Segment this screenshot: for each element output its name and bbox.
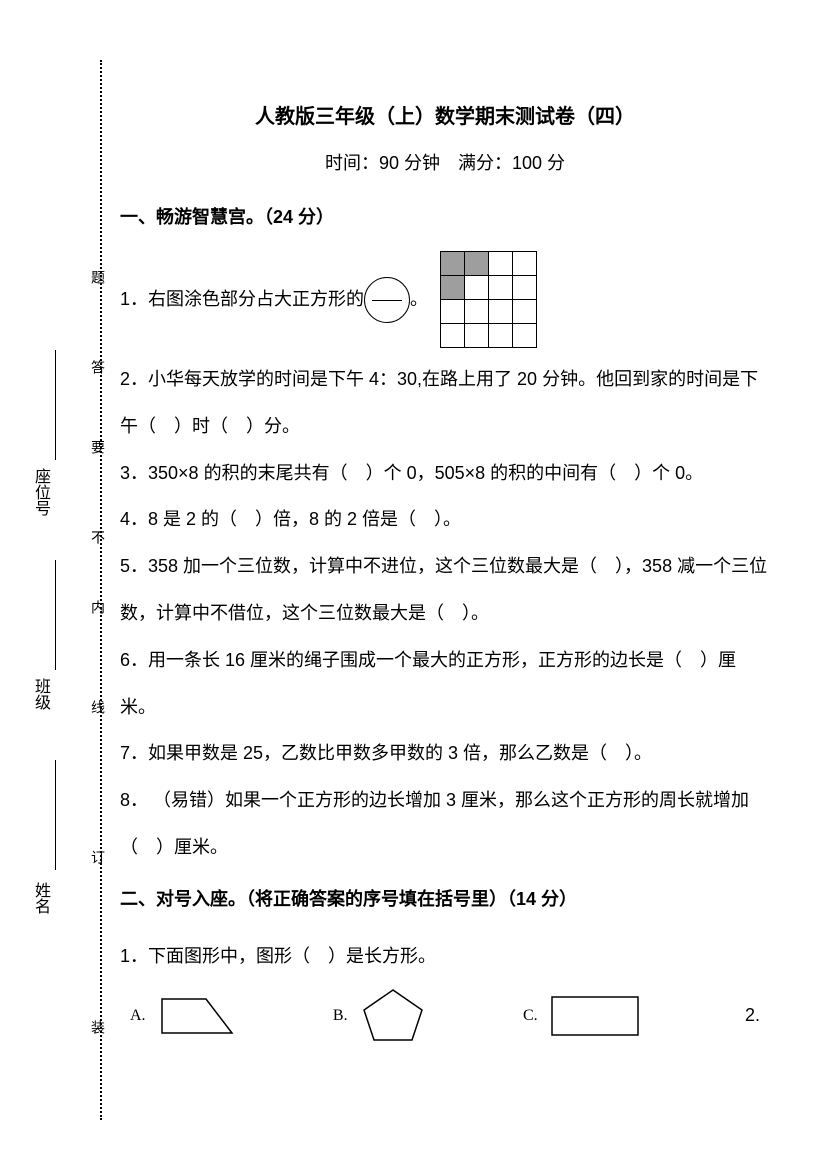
section2-q1: 1．下面图形中，图形（ ）是长方形。 bbox=[120, 933, 770, 980]
option-b: B. bbox=[333, 986, 428, 1046]
field-class-line bbox=[55, 560, 56, 670]
question-4: 4．8 是 2 的（ ）倍，8 的 2 倍是（ ）。 bbox=[120, 496, 770, 543]
binding-char-yao: 要 bbox=[88, 440, 108, 480]
page-title: 人教版三年级（上）数学期末测试卷（四） bbox=[120, 100, 770, 129]
binding-char-nei: 内 bbox=[88, 600, 108, 640]
question-3: 3．350×8 的积的末尾共有（ ）个 0，505×8 的积的中间有（ ）个 0… bbox=[120, 450, 770, 497]
grid-cell bbox=[489, 276, 513, 300]
question-2: 2．小华每天放学的时间是下午 4：30,在路上用了 20 分钟。他回到家的时间是… bbox=[120, 356, 770, 450]
binding-char-da: 答 bbox=[88, 360, 108, 400]
page-subtitle: 时间：90 分钟 满分：100 分 bbox=[120, 149, 770, 175]
pentagon-icon bbox=[358, 986, 428, 1046]
field-name-line bbox=[55, 760, 56, 870]
grid-cell bbox=[465, 276, 489, 300]
q1-suffix: 。 bbox=[410, 276, 428, 323]
grid-cell bbox=[441, 324, 465, 348]
field-seat-line bbox=[55, 350, 56, 460]
field-class-label: 班级 bbox=[28, 678, 48, 715]
grid-cell bbox=[513, 276, 537, 300]
fraction-blank-icon bbox=[364, 277, 410, 323]
grid-cell bbox=[441, 276, 465, 300]
grid-cell bbox=[441, 252, 465, 276]
option-a-label: A. bbox=[130, 1007, 146, 1025]
question-5: 5．358 加一个三位数，计算中不进位，这个三位数最大是（ ），358 减一个三… bbox=[120, 543, 770, 637]
question-7: 7．如果甲数是 25，乙数比甲数多甲数的 3 倍，那么乙数是（ ）。 bbox=[120, 730, 770, 777]
option-b-label: B. bbox=[333, 1007, 348, 1025]
question-1: 1．右图涂色部分占大正方形的 。 bbox=[120, 251, 770, 348]
binding-margin: 装 订 线 内 不 要 答 题 姓名 班级 座位号 bbox=[0, 60, 110, 1120]
question-8: 8． （易错）如果一个正方形的边长增加 3 厘米，那么这个正方形的周长就增加（ … bbox=[120, 777, 770, 871]
section1-heading: 一、畅游智慧宫。（24 分） bbox=[120, 203, 770, 229]
binding-char-bu: 不 bbox=[88, 530, 108, 570]
grid-cell bbox=[465, 300, 489, 324]
grid-cell bbox=[489, 300, 513, 324]
binding-char-zhuang: 装 bbox=[88, 1020, 108, 1060]
section2-options: A. B. C. 2. bbox=[120, 986, 770, 1046]
grid-cell bbox=[465, 252, 489, 276]
field-seat-label: 座位号 bbox=[28, 468, 48, 521]
binding-char-ding: 订 bbox=[88, 850, 108, 890]
section2-q2-number: 2. bbox=[745, 1005, 760, 1026]
binding-char-xian: 线 bbox=[88, 700, 108, 740]
grid-cell bbox=[513, 300, 537, 324]
rectangle-icon bbox=[548, 993, 642, 1039]
binding-char-ti: 题 bbox=[88, 270, 108, 310]
field-name-label: 姓名 bbox=[28, 882, 48, 919]
grid-cell bbox=[489, 324, 513, 348]
option-a: A. bbox=[130, 993, 238, 1039]
grid-cell bbox=[489, 252, 513, 276]
grid-cell bbox=[513, 324, 537, 348]
option-c-label: C. bbox=[523, 1007, 538, 1025]
question-6: 6．用一条长 16 厘米的绳子围成一个最大的正方形，正方形的边长是（ ）厘米。 bbox=[120, 637, 770, 731]
option-c: C. bbox=[523, 993, 642, 1039]
dotted-binding-line bbox=[100, 60, 102, 1120]
grid-cell bbox=[465, 324, 489, 348]
section2-heading: 二、对号入座。（将正确答案的序号填在括号里）（14 分） bbox=[120, 885, 770, 911]
page-content: 人教版三年级（上）数学期末测试卷（四） 时间：90 分钟 满分：100 分 一、… bbox=[120, 100, 770, 1046]
trapezoid-icon bbox=[156, 993, 238, 1039]
grid-cell bbox=[441, 300, 465, 324]
grid-cell bbox=[513, 252, 537, 276]
q1-prefix: 1．右图涂色部分占大正方形的 bbox=[120, 276, 364, 323]
shaded-grid bbox=[440, 251, 537, 348]
